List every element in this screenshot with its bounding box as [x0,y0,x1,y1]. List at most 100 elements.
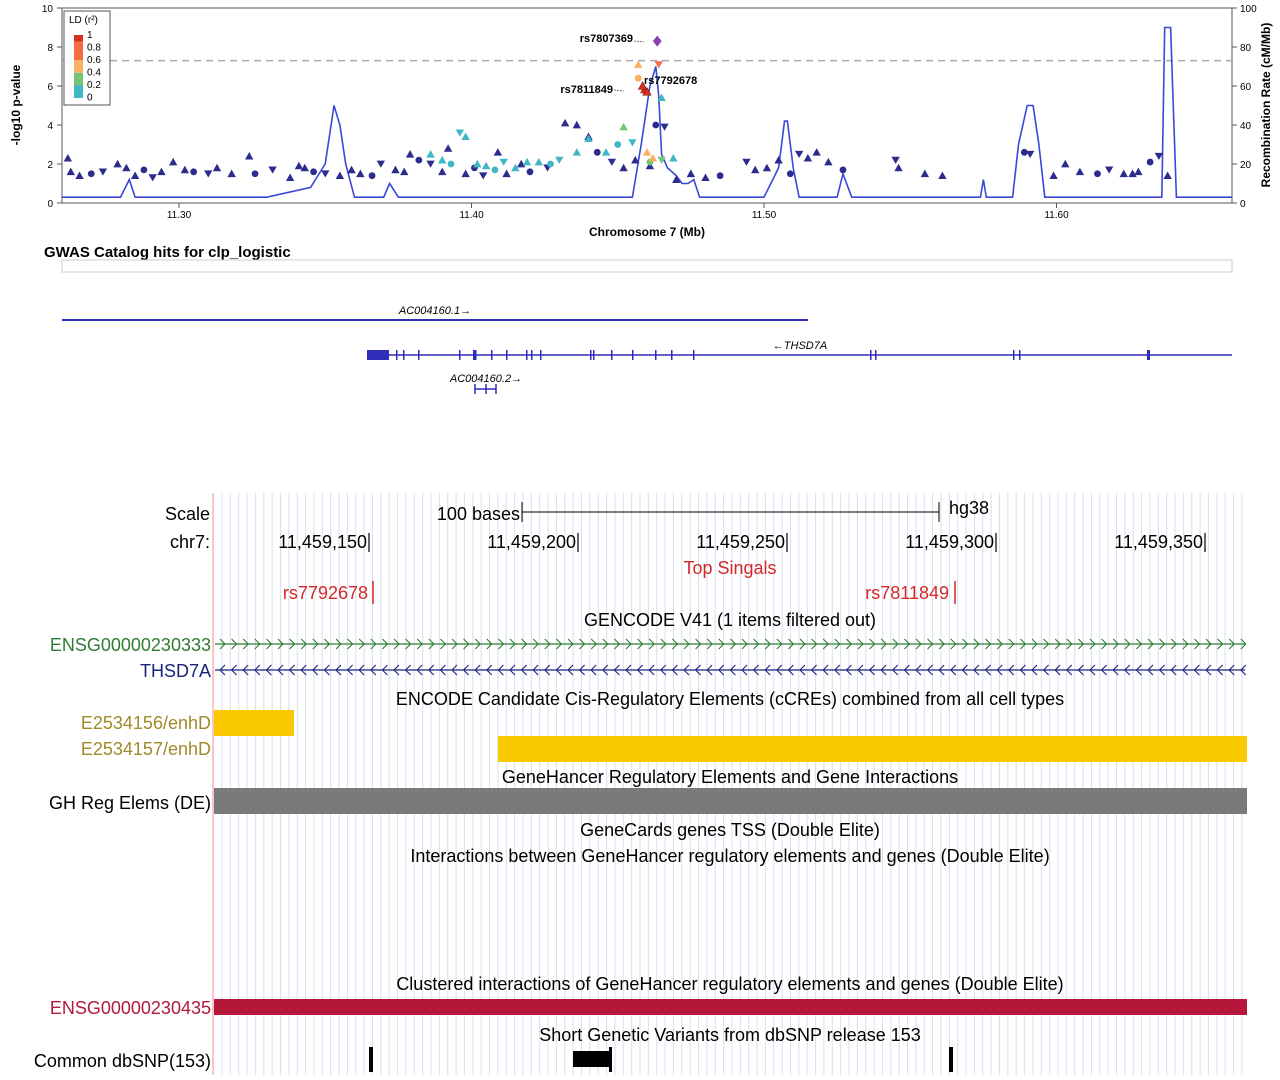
exon [693,350,695,360]
snp-point [672,175,681,183]
strand-arrow [880,664,887,676]
assembly-label: hg38 [949,498,989,518]
strand-arrow [1043,638,1050,650]
strand-arrow [1159,638,1166,650]
strand-arrow [358,638,365,650]
ld-legend-label: 0.8 [87,43,101,54]
y2-tick-label: 80 [1240,43,1252,54]
dbsnp-variant [949,1047,953,1072]
strand-arrow [532,638,539,650]
strand-arrow [927,638,934,650]
strand-arrow [683,638,690,650]
strand-arrow [544,664,551,676]
exon [870,350,872,360]
exon [475,350,477,360]
strand-arrow [892,638,899,650]
exon [473,350,476,360]
snp-point [1154,152,1164,160]
strand-arrow [625,638,632,650]
snp-point [560,118,570,127]
snp-point [511,163,520,172]
strand-arrow [555,664,562,676]
exon [590,350,592,360]
strand-arrow [1135,664,1142,676]
strand-arrow [312,664,319,676]
strand-arrow [312,638,319,650]
strand-arrow [277,664,284,676]
strand-arrow [1089,664,1096,676]
strand-arrow [1194,638,1201,650]
strand-arrow [474,664,481,676]
snp-point [499,158,508,166]
snp-point [321,170,330,178]
strand-arrow [857,638,864,650]
strand-arrow [474,638,481,650]
cluster-gene-label: ENSG00000230435 [50,998,211,1018]
snp-point [938,171,947,180]
exon [1013,350,1015,360]
strand-arrow [556,638,563,650]
gene-label-thsd7a: THSD7A [140,661,211,681]
snp-point [894,163,903,172]
strand-arrow [323,664,330,676]
snp-point [786,170,794,178]
strand-arrow [730,638,737,650]
snp-label-leader [613,89,625,92]
base-grid [221,493,1243,1075]
strand-arrow [764,638,771,650]
strand-arrow [822,664,829,676]
strand-arrow [1170,664,1177,676]
strand-arrow [358,664,365,676]
y-tick-label: 8 [47,43,53,54]
strand-arrow [869,638,876,650]
strand-arrow [1019,664,1026,676]
x-tick-label: 11.60 [1044,210,1069,221]
strand-arrow [1078,638,1085,650]
snp-point [1049,171,1058,180]
snp-point [654,61,663,69]
strand-arrow [324,638,331,650]
ld-legend-label: 0.6 [87,55,101,66]
strand-arrow [753,638,760,650]
strand-arrow [718,664,725,676]
snp-point [657,93,666,102]
snp-point [619,163,628,172]
strand-arrow [416,638,423,650]
snp-point [368,172,376,180]
snp-point [657,156,666,164]
snp-point [891,156,900,164]
strand-arrow [741,664,748,676]
strand-arrow [718,638,725,650]
strand-arrow [1228,664,1235,676]
ucsc-browser-panel: Scale 100 bases hg38 chr7: 11,459,150 11… [34,493,1247,1075]
exon [418,350,420,360]
exon [1147,350,1150,360]
strand-arrow [834,664,841,676]
snp-point [63,153,73,162]
snp-point [547,160,554,168]
snp-point [455,129,464,137]
gencode-title: GENCODE V41 (1 items filtered out) [584,610,876,630]
strand-arrow [950,638,957,650]
snp-point [701,173,710,182]
gene-label-thsd7a: ←THSD7A [773,340,827,352]
snp-point [716,172,724,180]
snp-point [839,166,847,174]
x-tick-label: 11.50 [752,210,777,221]
strand-arrow [752,664,759,676]
snp-point [426,160,435,168]
strand-arrow [346,664,353,676]
snp-point [607,158,617,166]
strand-arrow [498,638,505,650]
strand-arrow [497,664,504,676]
strand-arrow [950,664,957,676]
snp-point [481,161,491,170]
strand-arrow [520,664,527,676]
strand-arrow [1182,638,1189,650]
strand-arrow [1031,638,1038,650]
exon [875,350,877,360]
exon [396,350,398,360]
strand-arrow [382,638,389,650]
strand-arrow [683,664,690,676]
